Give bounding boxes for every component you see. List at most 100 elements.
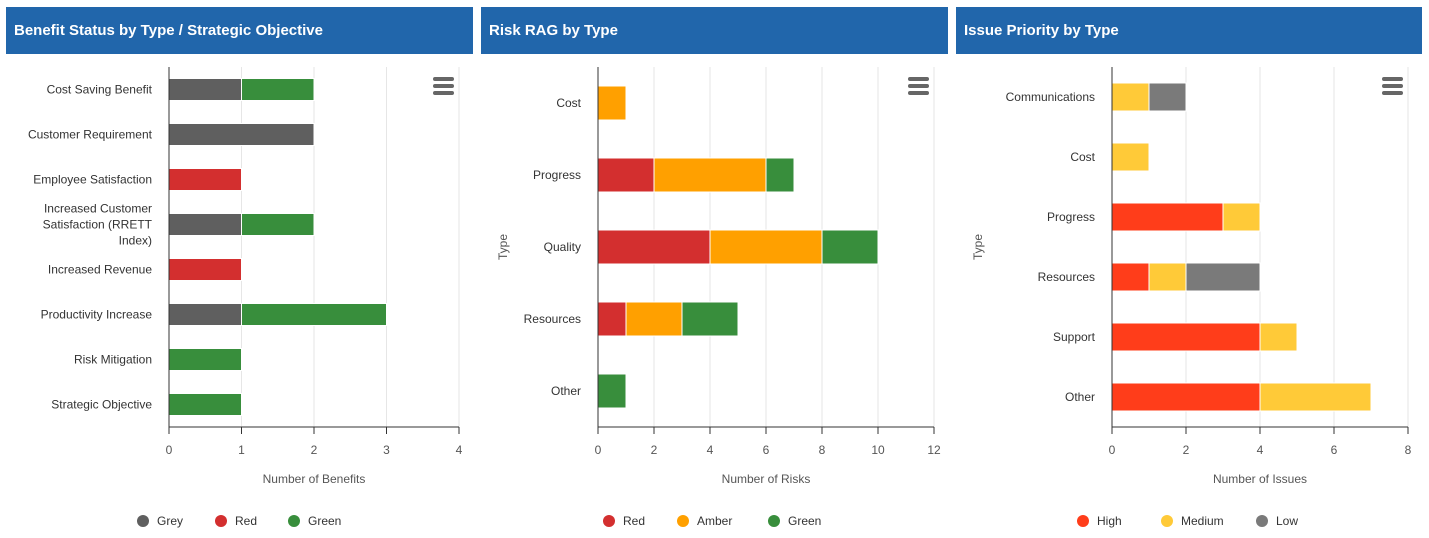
legend-item-red[interactable]: Red: [215, 514, 257, 528]
x-axis-title: Number of Benefits: [263, 472, 366, 486]
hamburger-menu-icon[interactable]: [433, 77, 454, 95]
bar-green-increased-customer-satisfaction-rrett-index[interactable]: [241, 213, 315, 236]
x-tick-label: 12: [927, 443, 941, 457]
legend-marker-icon: [1077, 515, 1089, 527]
x-axis-ticks: 0 2 4 6 8: [1109, 427, 1412, 457]
bar-green-productivity-increase[interactable]: [241, 303, 387, 326]
issue-priority-panel: Issue Priority by Type 0 2 4 6 8 Communicatio…: [956, 7, 1422, 538]
bar-red-quality[interactable]: [597, 229, 711, 265]
bar-medium-cost[interactable]: [1111, 142, 1150, 172]
x-tick-label: 2: [311, 443, 318, 457]
x-tick-label: 0: [595, 443, 602, 457]
legend-marker-icon: [1161, 515, 1173, 527]
y-category-label: Resources: [524, 312, 581, 326]
bar-green-risk-mitigation[interactable]: [168, 348, 242, 371]
legend-label: Grey: [157, 514, 183, 528]
legend-label: Red: [623, 514, 645, 528]
bar-medium-support[interactable]: [1259, 322, 1298, 352]
bar-grey-increased-customer-satisfaction-rrett-index[interactable]: [168, 213, 242, 236]
x-tick-label: 2: [651, 443, 658, 457]
bar-medium-other[interactable]: [1259, 382, 1372, 412]
legend: Red Amber Green: [603, 514, 821, 528]
bar-green-strategic-objective[interactable]: [168, 393, 242, 416]
x-tick-label: 4: [1257, 443, 1264, 457]
bar-medium-communications[interactable]: [1111, 82, 1150, 112]
legend-label: Amber: [697, 514, 732, 528]
y-category-label: Employee Satisfaction: [33, 173, 152, 187]
legend-label: Medium: [1181, 514, 1224, 528]
bar-grey-customer-requirement[interactable]: [168, 123, 315, 146]
x-tick-label: 8: [819, 443, 826, 457]
bar-grey-productivity-increase[interactable]: [168, 303, 242, 326]
y-axis-labels: Cost Progress Quality Resources Other: [524, 96, 582, 398]
x-tick-label: 8: [1405, 443, 1412, 457]
y-axis-title: Type: [496, 234, 510, 260]
bar-amber-resources[interactable]: [625, 301, 683, 337]
bar-red-progress[interactable]: [597, 157, 655, 193]
panel-title: Issue Priority by Type: [956, 7, 1422, 54]
bar-green-progress[interactable]: [765, 157, 795, 193]
panel-title: Benefit Status by Type / Strategic Objec…: [6, 7, 473, 54]
y-category-label: Cost: [1070, 150, 1095, 164]
bar-high-other[interactable]: [1111, 382, 1261, 412]
x-tick-label: 0: [166, 443, 173, 457]
x-tick-label: 6: [763, 443, 770, 457]
y-category-label: Risk Mitigation: [74, 353, 152, 367]
bar-high-resources[interactable]: [1111, 262, 1150, 292]
legend-item-high[interactable]: High: [1077, 514, 1122, 528]
legend-item-medium[interactable]: Medium: [1161, 514, 1224, 528]
bars: [1111, 82, 1372, 412]
y-category-label: Cost Saving Benefit: [47, 83, 153, 97]
bar-low-communications[interactable]: [1148, 82, 1187, 112]
bar-low-resources[interactable]: [1185, 262, 1261, 292]
issue-priority-chart: 0 2 4 6 8 Communications Cost Progress Resources…: [971, 67, 1412, 528]
bars: [168, 78, 387, 416]
legend: High Medium Low: [1077, 514, 1298, 528]
legend-item-grey[interactable]: Grey: [137, 514, 183, 528]
risk-rag-panel: Risk RAG by Type 0 2 4 6 8 10 12 Cost Progress Qu…: [481, 7, 948, 538]
hamburger-menu-icon[interactable]: [908, 77, 929, 95]
legend-marker-icon: [215, 515, 227, 527]
y-category-label: Progress: [533, 168, 581, 182]
bar-amber-cost[interactable]: [597, 85, 627, 121]
y-axis-title: Type: [971, 234, 985, 260]
legend-item-green[interactable]: Green: [288, 514, 341, 528]
legend-item-red[interactable]: Red: [603, 514, 645, 528]
legend-marker-icon: [288, 515, 300, 527]
bar-grey-cost-saving-benefit[interactable]: [168, 78, 242, 101]
bar-amber-progress[interactable]: [653, 157, 767, 193]
benefit-status-chart: 0 1 2 3 4 Cost Saving Benefit Customer Require…: [28, 67, 463, 528]
hamburger-menu-icon[interactable]: [1382, 77, 1403, 95]
legend-label: Low: [1276, 514, 1298, 528]
legend-label: High: [1097, 514, 1122, 528]
y-category-label: Communications: [1006, 90, 1095, 104]
bar-green-resources[interactable]: [681, 301, 739, 337]
legend-item-amber[interactable]: Amber: [677, 514, 732, 528]
legend-item-low[interactable]: Low: [1256, 514, 1298, 528]
bar-high-support[interactable]: [1111, 322, 1261, 352]
bars: [597, 85, 879, 409]
y-category-label: Customer Requirement: [28, 128, 153, 142]
x-grid: [1185, 67, 1409, 427]
x-tick-label: 3: [383, 443, 390, 457]
bar-green-cost-saving-benefit[interactable]: [241, 78, 315, 101]
bar-amber-quality[interactable]: [709, 229, 823, 265]
bar-red-increased-revenue[interactable]: [168, 258, 242, 281]
y-category-label: Strategic Objective: [51, 398, 152, 412]
bar-green-quality[interactable]: [821, 229, 879, 265]
y-category-label: Other: [1065, 390, 1095, 404]
legend-item-green[interactable]: Green: [768, 514, 821, 528]
y-category-label: Other: [551, 384, 581, 398]
bar-medium-resources[interactable]: [1148, 262, 1187, 292]
x-tick-label: 4: [456, 443, 463, 457]
bar-green-other[interactable]: [597, 373, 627, 409]
x-tick-label: 6: [1331, 443, 1338, 457]
bar-red-employee-satisfaction[interactable]: [168, 168, 242, 191]
risk-rag-chart: 0 2 4 6 8 10 12 Cost Progress Quality Resources Oth…: [496, 67, 941, 528]
bar-high-progress[interactable]: [1111, 202, 1224, 232]
y-category-label: Productivity Increase: [41, 308, 153, 322]
bar-medium-progress[interactable]: [1222, 202, 1261, 232]
benefit-status-panel: Benefit Status by Type / Strategic Objec…: [6, 7, 473, 538]
bar-red-resources[interactable]: [597, 301, 627, 337]
x-axis-ticks: 0 1 2 3 4: [166, 427, 463, 457]
